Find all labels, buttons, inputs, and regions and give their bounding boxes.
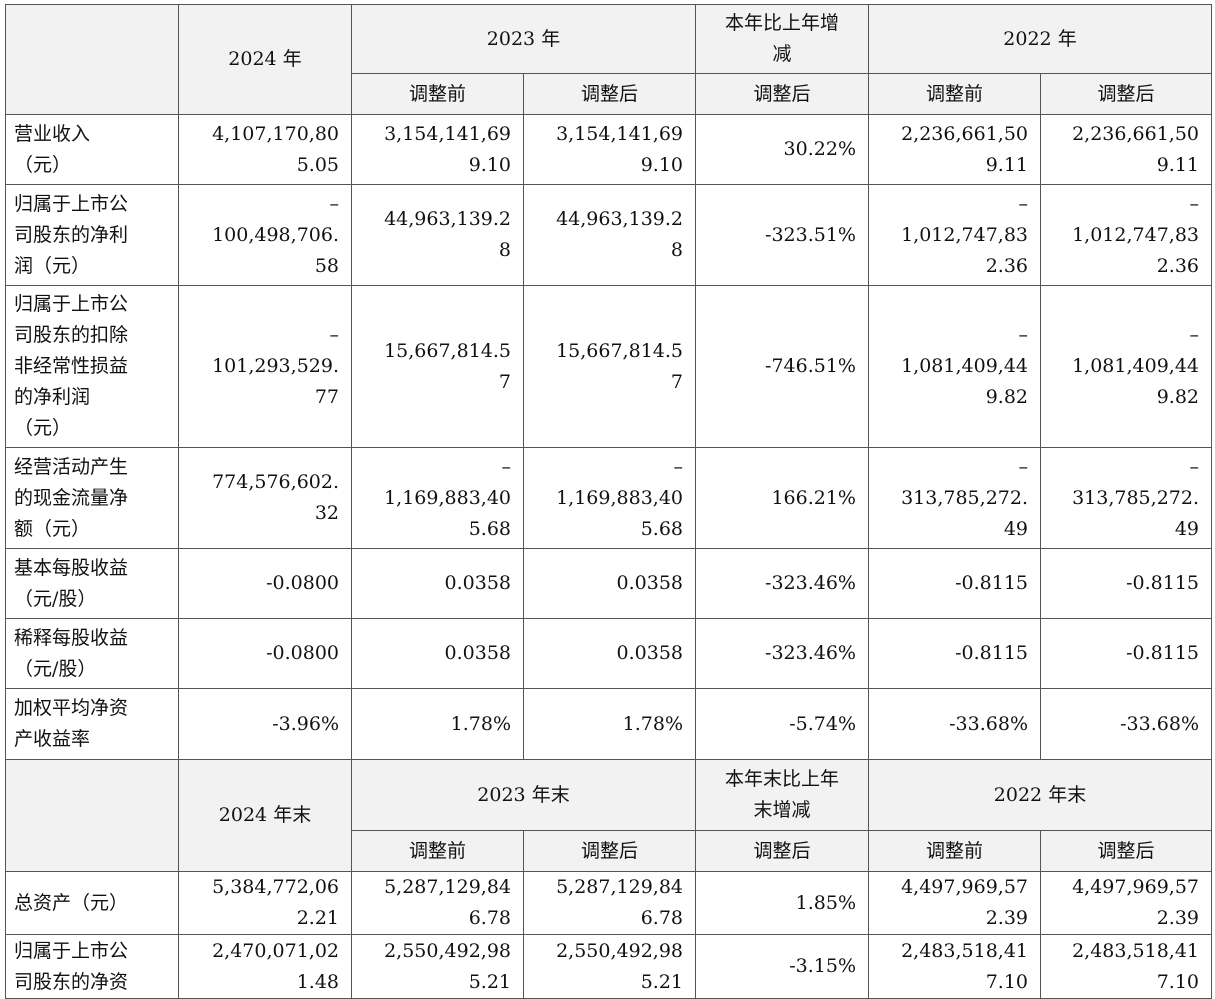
table-row: 归属于上市公 司股东的扣除 非经常性损益 的净利润 （元） – 101,293,… <box>5 285 1212 448</box>
cell-2024: -0.0800 <box>178 618 352 689</box>
header-row-adjust: 调整前 调整后 调整后 调整前 调整后 <box>6 830 1212 872</box>
header-change-end: 本年末比上年 末增减 <box>695 759 869 831</box>
table-row: 加权平均净资 产收益率 -3.96% 1.78% 1.78% -5.74% -3… <box>5 688 1212 760</box>
header-2022-after: 调整后 <box>1040 830 1212 872</box>
cell-change: 30.22% <box>695 114 869 185</box>
header-blank-cell <box>5 4 179 115</box>
header-2022: 2022 年 <box>868 4 1212 74</box>
header-2023: 2023 年 <box>351 4 696 74</box>
header-2023-after: 调整后 <box>523 73 696 115</box>
cell-2022-after: 2,236,661,50 9.11 <box>1040 114 1212 185</box>
cell-2023-before: – 1,169,883,40 5.68 <box>351 447 524 549</box>
cell-2022-before: 4,497,969,57 2.39 <box>868 871 1041 935</box>
cell-2023-after: 5,287,129,84 6.78 <box>523 871 696 935</box>
row-label: 基本每股收益 （元/股） <box>5 548 179 619</box>
cell-2024: 5,384,772,06 2.21 <box>178 871 352 935</box>
cell-change: 166.21% <box>695 447 869 549</box>
header-row-years: 2024 年 2023 年 本年比上年增 减 2022 年 <box>5 4 1212 115</box>
cell-2023-before: 2,550,492,98 5.21 <box>351 934 524 999</box>
table-row: 基本每股收益 （元/股） -0.0800 0.0358 0.0358 -323.… <box>5 548 1212 619</box>
cell-2022-before: 2,236,661,50 9.11 <box>868 114 1041 185</box>
header-2022-before: 调整前 <box>868 830 1041 872</box>
cell-2024: 4,107,170,80 5.05 <box>178 114 352 185</box>
cell-2022-before: – 1,081,409,44 9.82 <box>868 285 1041 448</box>
header-2024-end: 2024 年末 <box>178 759 352 872</box>
cell-2023-before: 0.0358 <box>351 548 524 619</box>
cell-2022-after: -0.8115 <box>1040 618 1212 689</box>
row-label: 归属于上市公 司股东的扣除 非经常性损益 的净利润 （元） <box>5 285 179 448</box>
row-label: 加权平均净资 产收益率 <box>5 688 179 760</box>
cell-2022-after: 4,497,969,57 2.39 <box>1040 871 1212 935</box>
cell-change: -323.46% <box>695 618 869 689</box>
cell-2022-before: – 1,012,747,83 2.36 <box>868 184 1041 286</box>
cell-2023-after: 2,550,492,98 5.21 <box>523 934 696 999</box>
financial-data-table: 2024 年 2023 年 本年比上年增 减 2022 年 调整前 调整后 调整… <box>5 4 1212 999</box>
cell-change: -323.46% <box>695 548 869 619</box>
cell-2023-after: 44,963,139.2 8 <box>523 184 696 286</box>
cell-2022-before: – 313,785,272. 49 <box>868 447 1041 549</box>
header-2023-before: 调整前 <box>351 73 524 115</box>
cell-2023-after: – 1,169,883,40 5.68 <box>523 447 696 549</box>
cell-2023-after: 1.78% <box>523 688 696 760</box>
cell-2023-after: 0.0358 <box>523 618 696 689</box>
header-row-adjust: 调整前 调整后 调整后 调整前 调整后 <box>6 73 1212 115</box>
header-2023-before: 调整前 <box>351 830 524 872</box>
header-2022-before: 调整前 <box>868 73 1041 115</box>
table-row: 经营活动产生 的现金流量净 额（元） 774,576,602. 32 – 1,1… <box>5 447 1212 549</box>
cell-2022-after: – 1,012,747,83 2.36 <box>1040 184 1212 286</box>
cell-2024: -0.0800 <box>178 548 352 619</box>
cell-2024: 2,470,071,02 1.48 <box>178 934 352 999</box>
cell-2023-before: 15,667,814.5 7 <box>351 285 524 448</box>
cell-2024: 774,576,602. 32 <box>178 447 352 549</box>
header-change-after: 调整后 <box>695 73 869 115</box>
cell-2022-before: -33.68% <box>868 688 1041 760</box>
header-2024: 2024 年 <box>178 4 352 115</box>
header-row-yearend: 2024 年末 2023 年末 本年末比上年 末增减 2022 年末 <box>5 759 1212 872</box>
row-label: 营业收入 （元） <box>5 114 179 185</box>
header-2023-end: 2023 年末 <box>351 759 696 831</box>
row-label: 经营活动产生 的现金流量净 额（元） <box>5 447 179 549</box>
cell-2023-before: 0.0358 <box>351 618 524 689</box>
cell-2023-after: 3,154,141,69 9.10 <box>523 114 696 185</box>
table-row: 总资产（元） 5,384,772,06 2.21 5,287,129,84 6.… <box>5 871 1212 935</box>
header-change-after: 调整后 <box>695 830 869 872</box>
row-label: 归属于上市公 司股东的净资 <box>5 934 179 999</box>
table-row: 营业收入 （元） 4,107,170,80 5.05 3,154,141,69 … <box>5 114 1212 185</box>
cell-2023-before: 1.78% <box>351 688 524 760</box>
table-row: 稀释每股收益 （元/股） -0.0800 0.0358 0.0358 -323.… <box>5 618 1212 689</box>
cell-change: -5.74% <box>695 688 869 760</box>
cell-change: -3.15% <box>695 934 869 999</box>
cell-2023-after: 15,667,814.5 7 <box>523 285 696 448</box>
table-row: 归属于上市公 司股东的净资 2,470,071,02 1.48 2,550,49… <box>5 934 1212 999</box>
cell-2022-after: – 1,081,409,44 9.82 <box>1040 285 1212 448</box>
cell-2023-before: 44,963,139.2 8 <box>351 184 524 286</box>
header-2022-end: 2022 年末 <box>868 759 1212 831</box>
header-2023-after: 调整后 <box>523 830 696 872</box>
cell-2022-after: -0.8115 <box>1040 548 1212 619</box>
cell-2022-after: 2,483,518,41 7.10 <box>1040 934 1212 999</box>
cell-2023-before: 3,154,141,69 9.10 <box>351 114 524 185</box>
cell-2023-before: 5,287,129,84 6.78 <box>351 871 524 935</box>
cell-2022-before: 2,483,518,41 7.10 <box>868 934 1041 999</box>
cell-change: -323.51% <box>695 184 869 286</box>
header-change: 本年比上年增 减 <box>695 4 869 74</box>
cell-2023-after: 0.0358 <box>523 548 696 619</box>
cell-2022-before: -0.8115 <box>868 618 1041 689</box>
table-row: 归属于上市公 司股东的净利 润（元） – 100,498,706. 58 44,… <box>5 184 1212 286</box>
header-2022-after: 调整后 <box>1040 73 1212 115</box>
cell-2022-before: -0.8115 <box>868 548 1041 619</box>
cell-2022-after: – 313,785,272. 49 <box>1040 447 1212 549</box>
cell-2024: – 100,498,706. 58 <box>178 184 352 286</box>
cell-2022-after: -33.68% <box>1040 688 1212 760</box>
cell-2024: – 101,293,529. 77 <box>178 285 352 448</box>
row-label: 总资产（元） <box>5 871 179 935</box>
cell-change: -746.51% <box>695 285 869 448</box>
header-blank-cell <box>5 759 179 872</box>
row-label: 归属于上市公 司股东的净利 润（元） <box>5 184 179 286</box>
row-label: 稀释每股收益 （元/股） <box>5 618 179 689</box>
cell-2024: -3.96% <box>178 688 352 760</box>
cell-change: 1.85% <box>695 871 869 935</box>
